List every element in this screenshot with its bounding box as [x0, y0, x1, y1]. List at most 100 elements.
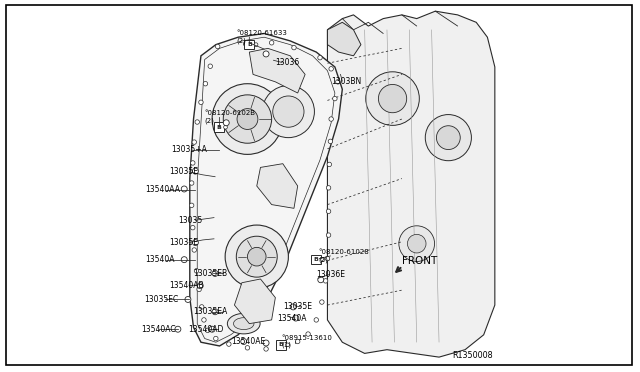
Circle shape	[286, 343, 289, 347]
Circle shape	[223, 125, 227, 129]
Circle shape	[296, 339, 300, 344]
Circle shape	[197, 287, 202, 292]
Circle shape	[214, 336, 218, 341]
Circle shape	[425, 115, 472, 161]
Circle shape	[318, 55, 322, 60]
Circle shape	[326, 186, 331, 190]
Circle shape	[263, 340, 269, 346]
Circle shape	[280, 344, 285, 349]
Text: °08120-6102B
(2): °08120-6102B (2)	[204, 110, 255, 124]
Circle shape	[181, 186, 187, 192]
Polygon shape	[190, 33, 342, 346]
Circle shape	[212, 309, 218, 315]
Text: 13035EC: 13035EC	[145, 295, 179, 304]
Text: 13540AB: 13540AB	[170, 281, 204, 290]
Circle shape	[323, 279, 328, 283]
Circle shape	[199, 100, 203, 105]
Text: R1350008: R1350008	[452, 351, 493, 360]
Circle shape	[269, 41, 274, 45]
Polygon shape	[328, 22, 361, 56]
Circle shape	[193, 168, 198, 174]
Circle shape	[203, 81, 207, 86]
Text: B: B	[216, 125, 221, 130]
Circle shape	[292, 45, 296, 50]
Circle shape	[208, 64, 212, 68]
Circle shape	[202, 318, 206, 322]
Circle shape	[326, 233, 331, 237]
Circle shape	[321, 258, 324, 262]
Circle shape	[264, 347, 268, 351]
Circle shape	[237, 109, 258, 129]
Text: 13540AE: 13540AE	[230, 337, 265, 346]
Text: 13540AA: 13540AA	[145, 185, 180, 194]
Circle shape	[273, 96, 304, 127]
Circle shape	[254, 43, 258, 46]
Circle shape	[189, 181, 194, 185]
Circle shape	[205, 328, 210, 333]
FancyBboxPatch shape	[311, 255, 321, 264]
Circle shape	[227, 342, 231, 346]
Circle shape	[241, 339, 246, 344]
Circle shape	[378, 84, 406, 113]
Text: 13540A: 13540A	[145, 255, 175, 264]
Circle shape	[212, 84, 283, 154]
Text: 13035: 13035	[179, 216, 203, 225]
FancyBboxPatch shape	[244, 40, 254, 49]
Text: B: B	[247, 42, 252, 47]
Circle shape	[319, 300, 324, 304]
Circle shape	[399, 226, 435, 262]
Text: °08915-13610
(1): °08915-13610 (1)	[281, 335, 332, 348]
Circle shape	[293, 315, 299, 321]
Text: 13540AC: 13540AC	[141, 325, 176, 334]
Circle shape	[245, 346, 250, 350]
FancyBboxPatch shape	[276, 340, 286, 350]
Text: 13035+A: 13035+A	[172, 145, 207, 154]
Circle shape	[329, 117, 333, 121]
Circle shape	[216, 44, 220, 49]
Text: B: B	[278, 342, 284, 347]
Text: 13035EB: 13035EB	[193, 269, 228, 278]
Circle shape	[326, 209, 331, 214]
Circle shape	[223, 95, 271, 143]
Text: 13035E: 13035E	[170, 167, 198, 176]
Circle shape	[192, 140, 196, 144]
Polygon shape	[328, 11, 495, 357]
Bar	[6, 5, 632, 365]
Circle shape	[318, 277, 324, 283]
Circle shape	[263, 51, 269, 57]
Circle shape	[189, 203, 194, 208]
Text: °08120-61633
(2): °08120-61633 (2)	[236, 31, 287, 44]
Text: 13035E: 13035E	[284, 302, 312, 311]
Text: 13036E: 13036E	[316, 270, 346, 279]
Circle shape	[195, 120, 200, 124]
Circle shape	[225, 225, 289, 288]
Circle shape	[197, 283, 203, 289]
Circle shape	[236, 236, 277, 277]
Circle shape	[333, 96, 337, 101]
Circle shape	[327, 162, 332, 167]
Text: 13035EA: 13035EA	[193, 307, 227, 316]
Circle shape	[175, 326, 181, 332]
Circle shape	[335, 80, 340, 84]
Text: FRONT: FRONT	[402, 256, 437, 266]
Text: 13036: 13036	[275, 58, 300, 67]
Polygon shape	[234, 279, 275, 324]
Circle shape	[325, 256, 330, 261]
Ellipse shape	[227, 313, 260, 334]
Circle shape	[329, 67, 333, 71]
Polygon shape	[257, 164, 298, 208]
Circle shape	[248, 247, 266, 266]
Circle shape	[192, 248, 196, 252]
Text: 13540AD: 13540AD	[188, 325, 223, 334]
Polygon shape	[250, 48, 305, 93]
Circle shape	[195, 269, 199, 273]
FancyBboxPatch shape	[214, 122, 223, 132]
Circle shape	[223, 120, 229, 126]
Text: 13035E: 13035E	[170, 238, 198, 247]
Ellipse shape	[234, 318, 254, 330]
Circle shape	[328, 139, 333, 144]
Circle shape	[181, 257, 187, 263]
Circle shape	[209, 326, 215, 332]
Circle shape	[212, 270, 218, 276]
Circle shape	[314, 318, 319, 322]
